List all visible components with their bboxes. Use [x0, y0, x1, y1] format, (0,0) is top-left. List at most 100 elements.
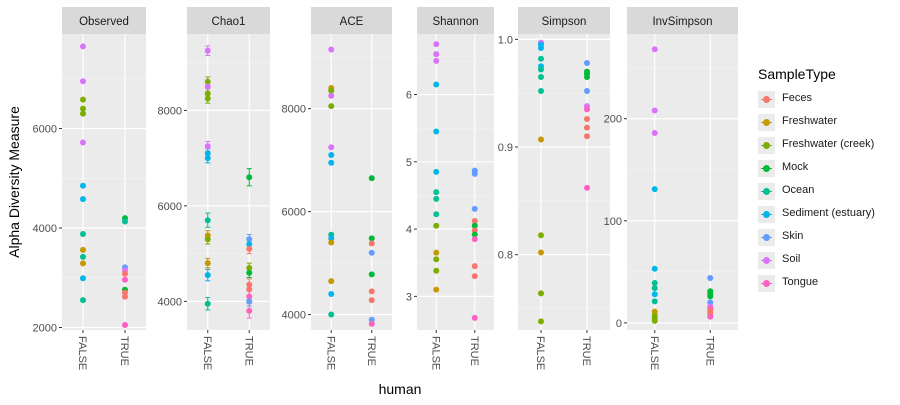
- point-feces: [471, 273, 478, 280]
- point-sediment-estuary: [433, 128, 440, 135]
- point-ocean: [80, 297, 86, 304]
- legend-key-mock: [758, 160, 775, 177]
- panel-chao1: Chao1 4000 6000 8000 FALSE TRUE: [158, 7, 270, 370]
- x-axis-label: human: [379, 381, 422, 397]
- point-mock: [246, 269, 253, 276]
- point-ocean: [433, 211, 440, 218]
- panel-background-observed: [62, 34, 146, 330]
- legend-key-dot: [763, 119, 770, 126]
- point-sediment-estuary: [246, 241, 253, 248]
- x-tick-label: FALSE: [76, 336, 88, 370]
- point-freshwater-creek: [246, 264, 253, 271]
- y-tick-label: 6000: [158, 201, 182, 213]
- point-sediment-estuary: [80, 182, 86, 189]
- point-sediment-estuary: [538, 44, 544, 51]
- point-skin: [246, 298, 253, 305]
- point-freshwater-creek: [204, 90, 211, 97]
- point-sediment-estuary: [651, 186, 658, 193]
- point-freshwater-creek: [328, 103, 335, 110]
- panel-shannon: Shannon 3 4 5 6 FALSE TRUE: [406, 7, 494, 370]
- y-tick-label: 0.9: [498, 142, 513, 154]
- point-ocean: [538, 66, 544, 73]
- legend-key-ocean: [758, 183, 775, 200]
- point-tongue: [584, 106, 590, 113]
- panel-background-ace: [311, 34, 392, 330]
- point-ocean: [122, 218, 128, 225]
- point-soil: [204, 47, 211, 54]
- y-tick-label: 1.0: [498, 34, 513, 46]
- point-tongue: [246, 293, 253, 300]
- legend-label: Tongue: [782, 276, 819, 288]
- point-ocean: [204, 300, 211, 307]
- point-sediment-estuary: [204, 150, 211, 157]
- point-sediment-estuary: [80, 275, 86, 282]
- point-sediment-estuary: [651, 265, 658, 272]
- panel-strip-invsimpson: [627, 7, 738, 34]
- x-tick-label: TRUE: [365, 336, 377, 366]
- point-mock: [584, 74, 590, 81]
- point-freshwater: [328, 278, 335, 285]
- point-mock: [707, 293, 714, 300]
- point-soil: [433, 41, 440, 48]
- point-feces: [368, 288, 375, 295]
- point-ocean: [538, 88, 544, 95]
- point-feces: [584, 124, 590, 131]
- point-tongue: [471, 314, 478, 321]
- point-sediment-estuary: [80, 196, 86, 203]
- point-soil: [204, 83, 211, 90]
- y-tick-label: 100: [604, 216, 622, 228]
- point-freshwater: [328, 239, 335, 246]
- point-soil: [651, 107, 658, 114]
- point-ocean: [204, 217, 211, 224]
- legend-key-dot: [763, 257, 770, 264]
- point-sediment-estuary: [651, 291, 658, 298]
- point-tongue: [122, 322, 128, 329]
- legend-label: Skin: [782, 230, 804, 242]
- y-tick-label: 6000: [33, 124, 57, 136]
- point-mock: [246, 174, 253, 181]
- point-tongue: [246, 307, 253, 314]
- point-feces: [471, 263, 478, 270]
- point-feces: [122, 270, 128, 277]
- legend-item-ocean: Ocean: [752, 182, 897, 205]
- panel-background-chao1: [187, 34, 270, 330]
- point-skin: [707, 274, 714, 281]
- x-tick-label: TRUE: [118, 336, 130, 366]
- point-sediment-estuary: [204, 155, 211, 162]
- legend-item-soil: Soil: [752, 251, 897, 274]
- legend-key-soil: [758, 252, 775, 269]
- legend-label: Soil: [782, 253, 801, 265]
- point-ocean: [538, 55, 544, 62]
- legend-key-freshwater: [758, 114, 775, 131]
- point-freshwater: [80, 246, 86, 253]
- point-mock: [471, 222, 478, 229]
- panel-invsimpson: InvSimpson 0 100 200 FALSE TRUE: [604, 7, 738, 370]
- y-tick-label: 8000: [282, 104, 306, 116]
- panel-simpson: Simpson 0.8 0.9 1.0 FALSE TRUE: [498, 7, 610, 370]
- y-tick-label: 8000: [158, 105, 182, 117]
- legend-item-skin: Skin: [752, 228, 897, 251]
- point-ocean: [538, 74, 544, 81]
- point-skin: [584, 88, 590, 95]
- y-tick-label: 200: [604, 114, 622, 126]
- point-feces: [246, 281, 253, 288]
- point-feces: [246, 286, 253, 293]
- point-sediment-estuary: [433, 81, 440, 88]
- point-freshwater: [433, 286, 440, 293]
- x-tick-label: TRUE: [242, 336, 254, 366]
- y-tick-label: 4: [406, 224, 412, 236]
- legend-key-feces: [758, 91, 775, 108]
- point-skin: [368, 316, 375, 323]
- point-soil: [433, 57, 440, 64]
- legend-key-dot: [763, 96, 770, 103]
- point-soil: [328, 144, 335, 151]
- panel-title-invsimpson: InvSimpson: [652, 16, 712, 28]
- x-tick-label: FALSE: [201, 336, 213, 370]
- panel-title-chao1: Chao1: [212, 16, 246, 28]
- point-ocean: [433, 189, 440, 196]
- point-feces: [584, 133, 590, 140]
- legend-label: Ocean: [782, 184, 815, 196]
- point-freshwater: [538, 249, 544, 256]
- point-freshwater-creek: [80, 96, 86, 103]
- point-freshwater-creek: [328, 87, 335, 94]
